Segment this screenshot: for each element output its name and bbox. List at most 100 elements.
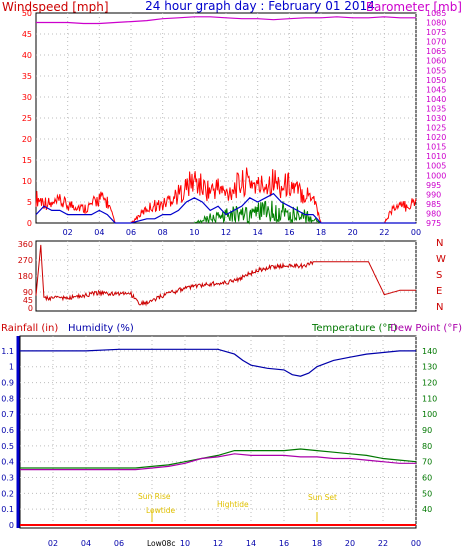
x-tick-label: 22: [378, 539, 388, 548]
dewpoint-line: [20, 453, 416, 471]
temperature-tick-label: 90: [422, 426, 432, 435]
compass-label: N: [436, 238, 443, 249]
temperature-tick-label: 110: [422, 394, 437, 403]
rain-tick-label: 1.1: [1, 347, 14, 356]
temperature-tick-label: 120: [422, 379, 437, 388]
temperature-axis-title: Temperature (°F): [311, 323, 397, 334]
low-time-label: Low08c: [147, 539, 175, 548]
barometer-tick-label: 1040: [426, 95, 446, 104]
dewpoint-axis-title: Dew Point (°F): [390, 323, 462, 334]
barometer-tick-label: 1050: [426, 76, 446, 85]
x-tick-label: 20: [348, 228, 358, 237]
direction-tick-label: 180: [18, 272, 33, 281]
compass-label: E: [436, 286, 442, 297]
temperature-tick-label: 70: [422, 458, 432, 467]
barometer-tick-label: 1030: [426, 114, 446, 123]
x-tick-label: 12: [213, 539, 223, 548]
direction-tick-label: 45: [23, 296, 33, 305]
x-tick-label: 04: [94, 228, 104, 237]
x-tick-label: 06: [114, 539, 124, 548]
x-tick-label: 16: [279, 539, 289, 548]
x-tick-label: 00: [411, 539, 421, 548]
barometer-tick-label: 985: [426, 200, 441, 209]
barometer-tick-label: 980: [426, 209, 441, 218]
rain-tick-label: 0.4: [1, 458, 14, 467]
barometer-tick-label: 1045: [426, 85, 446, 94]
rain-tick-label: 0.6: [1, 426, 14, 435]
x-tick-label: 06: [126, 228, 136, 237]
wind-barometer-panel: 0510152025303540455097598098599099510001…: [22, 9, 447, 237]
temperature-tick-label: 140: [422, 347, 437, 356]
x-tick-label: 22: [379, 228, 389, 237]
direction-tick-label: 90: [23, 288, 33, 297]
humidity-axis-title: Humidity (%): [68, 323, 134, 334]
wind-tick-label: 25: [22, 114, 32, 123]
x-tick-label: 02: [63, 228, 73, 237]
barometer-line: [36, 16, 416, 25]
barometer-tick-label: 1085: [426, 9, 446, 18]
barometer-tick-label: 1070: [426, 38, 446, 47]
temperature-tick-label: 50: [422, 489, 432, 498]
x-tick-label: 14: [246, 539, 256, 548]
x-tick-label: 18: [312, 539, 322, 548]
barometer-tick-label: 1015: [426, 143, 446, 152]
wind-tick-label: 40: [22, 51, 32, 60]
rain-tick-label: 1: [9, 363, 14, 372]
wind-tick-label: 10: [22, 177, 32, 186]
barometer-tick-label: 975: [426, 219, 441, 228]
barometer-tick-label: 1075: [426, 28, 446, 37]
x-tick-label: 16: [284, 228, 294, 237]
barometer-tick-label: 1000: [426, 171, 446, 180]
barometer-tick-label: 1025: [426, 124, 446, 133]
wind-axis-title: Windspeed [mph]: [2, 0, 109, 14]
rain-axis-title: Rainfall (in): [1, 323, 58, 334]
rain-tick-label: 0.7: [1, 410, 14, 419]
barometer-tick-label: 1020: [426, 133, 446, 142]
x-tick-label: 18: [316, 228, 326, 237]
x-tick-label: 12: [221, 228, 231, 237]
wind-tick-label: 0: [27, 219, 32, 228]
barometer-tick-label: 990: [426, 190, 441, 199]
wind-tick-label: 20: [22, 135, 32, 144]
barometer-tick-label: 1005: [426, 162, 446, 171]
wind-tick-label: 45: [22, 30, 32, 39]
lowtide-label: Lowtide: [146, 506, 176, 515]
x-tick-label: 02: [48, 539, 58, 548]
rain-tick-label: 0: [9, 521, 14, 530]
temperature-line: [20, 448, 417, 469]
wind-tick-label: 5: [27, 198, 32, 207]
wind-tick-label: 15: [22, 156, 32, 165]
direction-tick-label: 0: [28, 304, 33, 313]
temperature-tick-label: 100: [422, 410, 437, 419]
wind-direction-line: [35, 244, 416, 307]
temperature-tick-label: 60: [422, 474, 432, 483]
temperature-tick-label: 130: [422, 363, 437, 372]
wind-tick-label: 35: [22, 72, 32, 81]
x-tick-label: 08: [158, 228, 168, 237]
rain-humidity-temperature-panel: 0 0.1 0.2 0.3 0.4 0.5 0.6 0.7 0.8 0.9 1 1.1 40 50 60 70…: [1, 335, 437, 548]
sunset-label: Sun Set: [308, 493, 337, 502]
rain-tick-label: 0.9: [1, 379, 14, 388]
barometer-tick-label: 1065: [426, 47, 446, 56]
wind-average-line: [35, 192, 416, 224]
rain-tick-label: 0.2: [1, 489, 14, 498]
wind-tick-label: 50: [22, 9, 32, 18]
direction-tick-label: 360: [18, 240, 33, 249]
barometer-tick-label: 995: [426, 181, 441, 190]
sunrise-label: Sun Rise: [138, 492, 171, 501]
x-tick-label: 10: [180, 539, 190, 548]
hightide-label: Hightide: [217, 500, 249, 509]
barometer-tick-label: 1080: [426, 19, 446, 28]
humidity-line: [20, 348, 416, 377]
wind-lull-line: [194, 200, 321, 225]
direction-tick-label: 270: [18, 256, 33, 265]
wind-tick-label: 30: [22, 93, 32, 102]
compass-label: W: [436, 254, 446, 265]
rain-tick-label: 0.8: [1, 394, 14, 403]
x-tick-label: 04: [81, 539, 91, 548]
x-tick-label: 10: [189, 228, 199, 237]
barometer-tick-label: 1055: [426, 66, 446, 75]
graph-title: 24 hour graph day : February 01 2014: [145, 0, 375, 13]
temperature-tick-label: 40: [422, 505, 432, 514]
